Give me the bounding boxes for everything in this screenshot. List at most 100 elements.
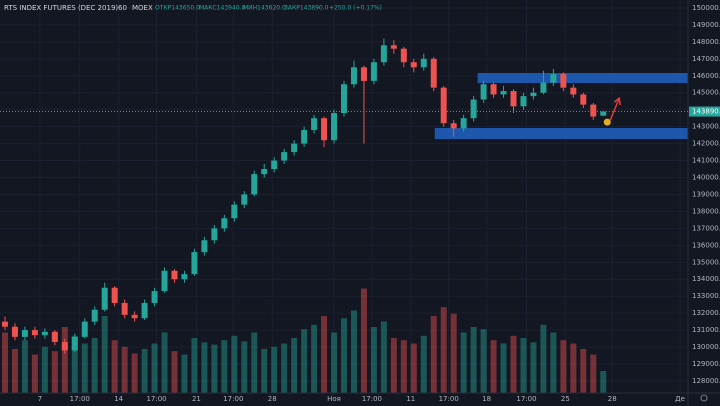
candle-body [341,84,347,114]
candle-body [560,74,567,88]
volume-bar [370,327,377,393]
candle-body [540,82,547,93]
x-tick-label: Де [675,395,685,403]
candle-body [101,287,108,310]
candle-body [261,169,268,175]
volume-bar [600,371,607,393]
candle-body [211,228,218,241]
volume-bar [111,340,118,393]
volume-bar [81,343,88,393]
x-tick-label: 7 [38,395,42,403]
volume-bar [91,338,98,393]
x-tick-label: 28 [608,395,617,403]
y-tick-label: 150000.0 [692,4,720,12]
volume-bar [380,321,387,393]
volume-bar [520,338,527,393]
volume-bar [550,332,557,393]
y-tick-label: 135000.0 [692,258,720,266]
y-tick-label: 128000.0 [692,377,720,385]
plot [1,38,688,393]
candle-body [590,104,597,117]
arrow [609,96,621,121]
volume-bar [281,343,288,393]
candle-body [1,321,8,327]
candle-body [430,58,437,88]
candle-body [271,160,278,170]
volume-bar [410,343,417,393]
volume-bar [191,338,198,393]
volume-bar [480,329,487,393]
volume-bar [420,335,427,393]
x-tick-label: 17:00 [516,395,536,403]
volume-bar [530,342,537,393]
candle-body [281,152,288,161]
y-tick-label: 129000.0 [692,360,720,368]
candle-body [151,291,158,303]
volume-bar [221,340,228,393]
volume-bar [341,318,347,393]
volume-bar [131,353,138,393]
volume-bar [151,343,158,393]
volume-bar [201,342,208,393]
settings-icon[interactable] [700,394,708,402]
exchange: MOEX [132,4,153,12]
x-tick-label: 18 [482,395,491,403]
y-tick-label: 131000.0 [692,326,720,334]
volume-bar [560,340,567,393]
candle-body [380,45,387,63]
candle-body [31,330,38,336]
x-tick-label: 28 [268,395,277,403]
candle-body [51,331,58,342]
volume-bar [440,307,447,393]
candle-body [520,96,527,107]
candle-body [370,62,377,81]
volume-bar [331,332,338,393]
y-tick-label: 136000.0 [692,241,720,249]
volume-bar [400,340,407,393]
change: +250.0 (+0.17%) [329,5,382,12]
interval: 60 [118,4,127,12]
y-tick-label: 137000.0 [692,224,720,232]
volume-bar [101,316,108,393]
symbol: RTS INDEX FUTURES (DEC 2019) [4,4,118,12]
volume-bar [350,310,357,393]
candle-body [161,270,168,292]
candle-body [600,111,607,116]
volume-bar [161,332,168,393]
volume-bar [460,332,467,393]
candle-body [91,309,98,322]
candle-body [470,99,477,119]
candle-body [241,194,248,205]
candle-body [111,287,118,303]
zone [434,128,688,140]
candle-body [191,252,198,275]
candle-body [321,118,328,141]
zone [477,72,688,83]
grid [0,0,688,393]
x-tick-label: 17:00 [146,395,166,403]
y-tick-label: 134000.0 [692,275,720,283]
y-tick-label: 147000.0 [692,55,720,63]
marker-dot [603,118,611,126]
volume-bar [390,338,397,393]
candle-body [420,58,427,68]
volume-bar [61,327,68,393]
volume-bar [540,324,547,393]
candle-body [400,48,407,63]
candle-body [550,74,557,83]
candle-body [181,274,188,280]
y-tick-label: 139000.0 [692,190,720,198]
volume-bar [1,332,8,393]
y-tick-label: 132000.0 [692,309,720,317]
volume-bar [301,329,308,393]
candle-body [121,302,128,315]
candle-body [61,341,68,351]
candle-body [201,240,208,253]
candle-body [460,118,467,129]
volume-bar [121,346,128,393]
y-tick-label: 142000.0 [692,140,720,148]
x-tick-label: Ноя [327,395,341,403]
volume-bar [580,349,587,393]
candle-body [171,270,178,280]
volume-bar [321,316,328,393]
